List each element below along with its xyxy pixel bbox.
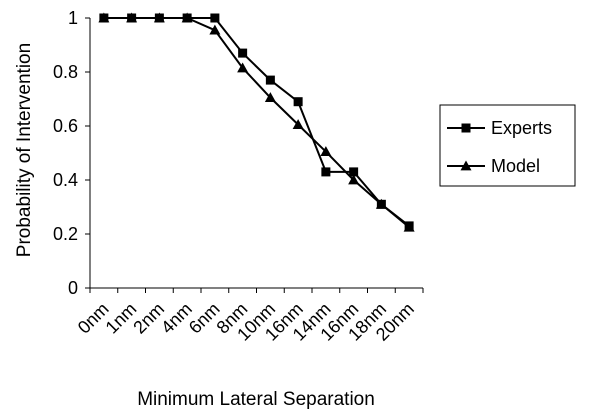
data-point-model	[403, 221, 415, 232]
series-layer	[98, 12, 415, 232]
data-point-experts	[265, 75, 275, 85]
legend: Experts Model	[439, 104, 576, 187]
data-point-experts	[349, 167, 359, 177]
x-axis-title: Minimum Lateral Separation	[137, 389, 375, 410]
data-point-model	[264, 92, 276, 103]
data-point-experts	[238, 48, 248, 58]
legend-label-experts: Experts	[491, 118, 552, 138]
series-model	[98, 12, 415, 232]
data-point-model	[237, 62, 249, 73]
data-point-model	[209, 24, 221, 35]
data-point-model	[181, 12, 193, 23]
y-tick-label: 1	[68, 8, 78, 28]
y-axis: 0 0.2 0.4 0.6 0.8 1	[53, 8, 91, 298]
x-axis: 0nm1nm2nm4nm6nm8nm10nm16nm14nm16nm18nm20…	[74, 287, 424, 345]
y-tick-label: 0.2	[53, 224, 78, 244]
y-tick-label: 0.4	[53, 170, 78, 190]
series-experts	[99, 13, 414, 231]
legend-label-model: Model	[491, 156, 540, 176]
y-axis-title: Probability of Intervention	[14, 43, 35, 257]
y-tick-label: 0	[68, 278, 78, 298]
legend-marker-experts	[461, 123, 471, 133]
legend-item-model: Model	[447, 156, 540, 176]
data-point-experts	[293, 97, 303, 107]
legend-marker-model	[460, 160, 472, 171]
legend-item-experts: Experts	[447, 118, 552, 138]
data-point-model	[375, 198, 387, 209]
series-line-model	[103, 17, 410, 229]
y-tick-label: 0.8	[53, 62, 78, 82]
data-point-experts	[321, 167, 331, 177]
data-point-model	[153, 12, 165, 23]
series-line-experts	[103, 17, 410, 227]
legend-box	[439, 104, 576, 187]
y-tick-label: 0.6	[53, 116, 78, 136]
data-point-model	[320, 146, 332, 157]
data-point-model	[348, 174, 360, 185]
data-point-model	[126, 12, 138, 23]
data-point-experts	[210, 13, 220, 23]
data-point-model	[98, 12, 110, 23]
data-point-model	[292, 119, 304, 130]
